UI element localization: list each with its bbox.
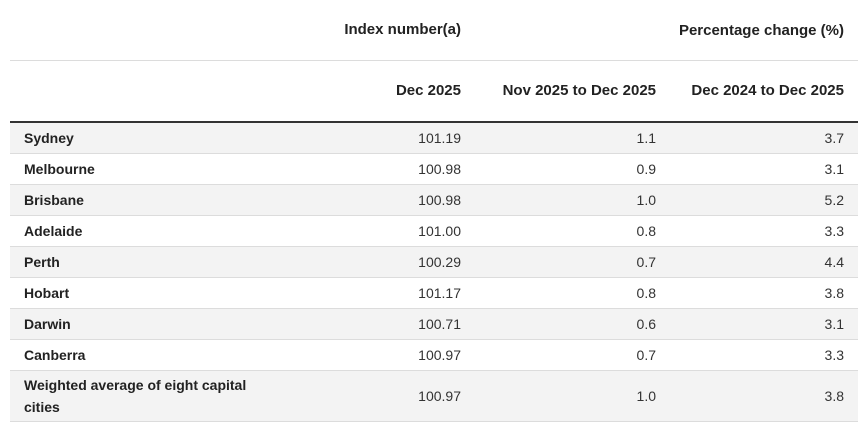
table-row: Canberra 100.97 0.7 3.3 <box>10 339 858 371</box>
header-col-year: Dec 2024 to Dec 2025 <box>670 60 858 123</box>
index-cell: 100.29 <box>280 246 475 278</box>
year-change-cell: 3.8 <box>670 277 858 309</box>
header-index-group: Index number(a) <box>280 0 475 61</box>
year-change-cell: 3.1 <box>670 153 858 185</box>
month-change-cell: 0.8 <box>475 215 670 247</box>
year-change-cell: 3.1 <box>670 308 858 340</box>
year-change-cell: 3.3 <box>670 339 858 371</box>
year-change-cell: 4.4 <box>670 246 858 278</box>
index-cell: 100.71 <box>280 308 475 340</box>
table-row: Darwin 100.71 0.6 3.1 <box>10 308 858 340</box>
region-cell: Melbourne <box>10 153 280 185</box>
index-cell: 101.00 <box>280 215 475 247</box>
year-change-cell: 3.7 <box>670 122 858 154</box>
table-row: Brisbane 100.98 1.0 5.2 <box>10 184 858 216</box>
month-change-cell: 0.8 <box>475 277 670 309</box>
year-change-cell: 5.2 <box>670 184 858 216</box>
month-change-cell: 0.7 <box>475 246 670 278</box>
table-row: Perth 100.29 0.7 4.4 <box>10 246 858 278</box>
month-change-cell: 0.9 <box>475 153 670 185</box>
region-cell: Sydney <box>10 122 280 154</box>
region-cell: Adelaide <box>10 215 280 247</box>
region-cell: Brisbane <box>10 184 280 216</box>
header-empty-cell <box>10 0 280 61</box>
index-cell: 100.97 <box>280 339 475 371</box>
index-cell: 100.98 <box>280 184 475 216</box>
region-cell: Darwin <box>10 308 280 340</box>
header-column-row: Dec 2025 Nov 2025 to Dec 2025 Dec 2024 t… <box>10 60 858 123</box>
month-change-cell: 0.6 <box>475 308 670 340</box>
header-group-row: Index number(a) Percentage change (%) <box>10 0 858 61</box>
table-row: Hobart 101.17 0.8 3.8 <box>10 277 858 309</box>
header-percentage-group: Percentage change (%) <box>475 0 858 61</box>
table-header: Index number(a) Percentage change (%) De… <box>10 0 858 123</box>
month-change-cell: 1.0 <box>475 184 670 216</box>
month-change-cell: 1.0 <box>475 370 670 422</box>
month-change-cell: 1.1 <box>475 122 670 154</box>
table-body: Sydney 101.19 1.1 3.7 Melbourne 100.98 0… <box>10 122 858 422</box>
index-cell: 100.97 <box>280 370 475 422</box>
month-change-cell: 0.7 <box>475 339 670 371</box>
index-cell: 100.98 <box>280 153 475 185</box>
index-cell: 101.17 <box>280 277 475 309</box>
region-cell: Perth <box>10 246 280 278</box>
table-row: Melbourne 100.98 0.9 3.1 <box>10 153 858 185</box>
data-table: Index number(a) Percentage change (%) De… <box>10 0 858 422</box>
header-col-index: Dec 2025 <box>280 60 475 123</box>
region-cell: Canberra <box>10 339 280 371</box>
header-region-cell <box>10 60 280 123</box>
table-row: Adelaide 101.00 0.8 3.3 <box>10 215 858 247</box>
region-cell: Hobart <box>10 277 280 309</box>
table-row: Weighted average of eight capital cities… <box>10 370 858 422</box>
header-col-month: Nov 2025 to Dec 2025 <box>475 60 670 123</box>
year-change-cell: 3.8 <box>670 370 858 422</box>
table-row: Sydney 101.19 1.1 3.7 <box>10 122 858 154</box>
index-cell: 101.19 <box>280 122 475 154</box>
region-cell: Weighted average of eight capital cities <box>10 370 280 422</box>
year-change-cell: 3.3 <box>670 215 858 247</box>
